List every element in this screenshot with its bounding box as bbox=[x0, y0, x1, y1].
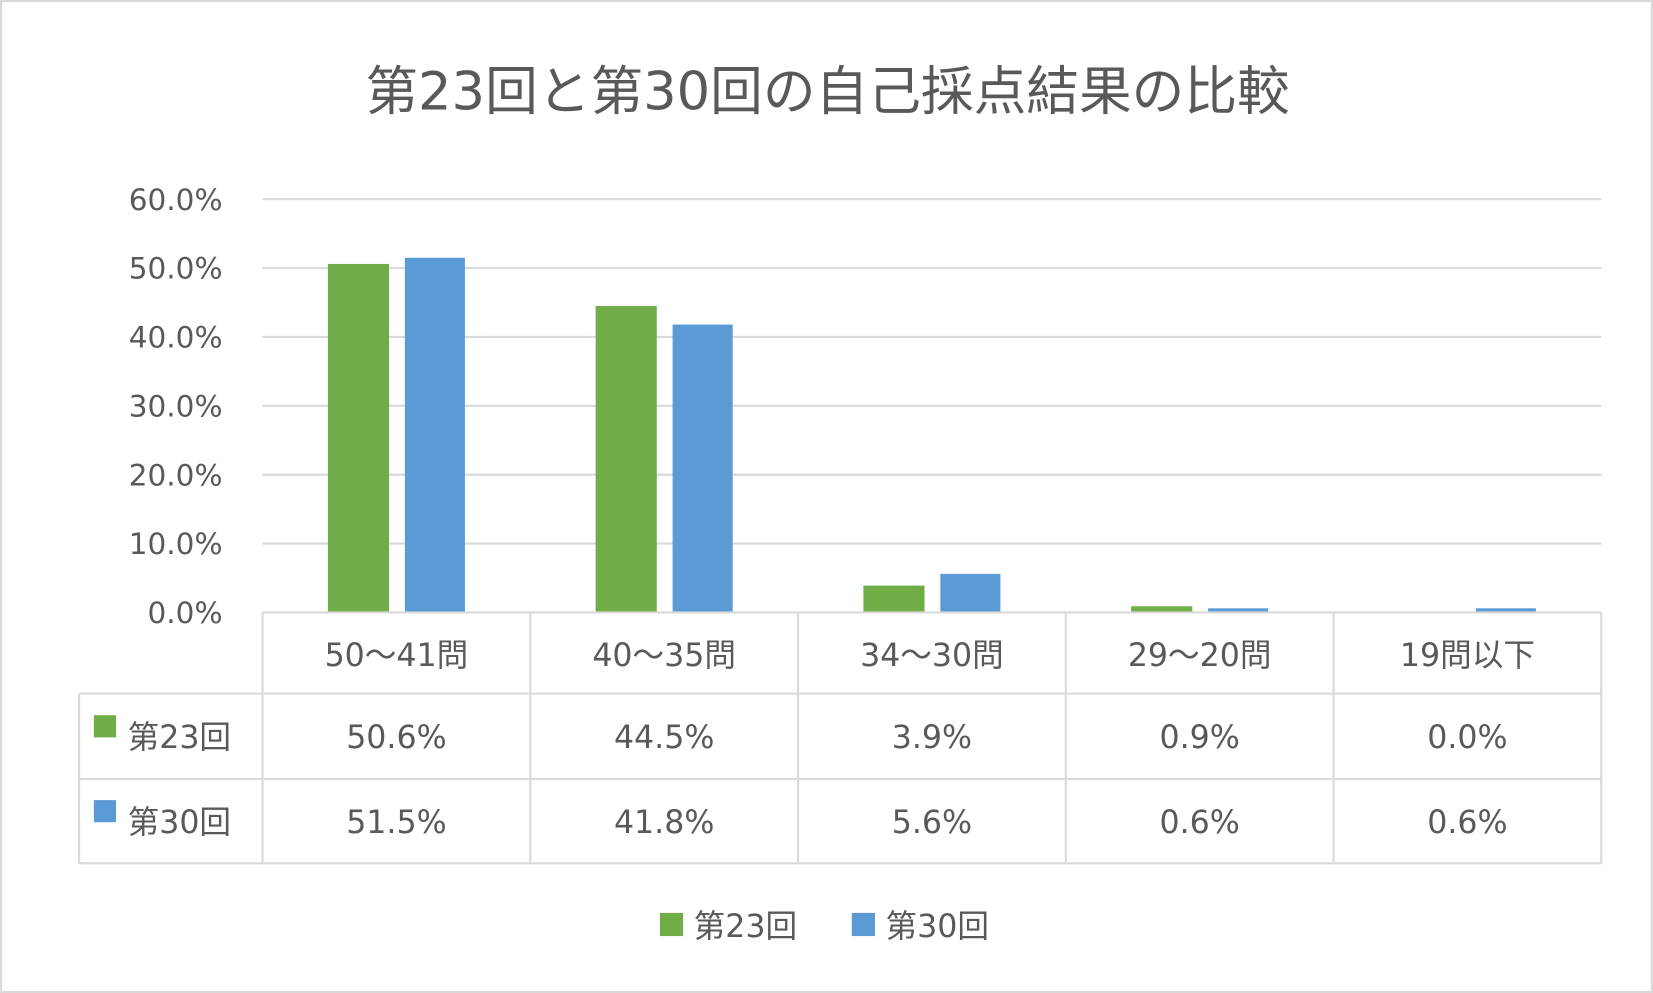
y-tick-label: 30.0% bbox=[129, 389, 223, 423]
y-tick-label: 10.0% bbox=[129, 527, 223, 561]
bar-2-4 bbox=[1208, 608, 1269, 613]
bar-2-5 bbox=[1475, 608, 1536, 613]
bar-1-1 bbox=[327, 263, 390, 613]
data-table-value: 0.9% bbox=[1160, 720, 1240, 756]
category-label: 29～20問 bbox=[1128, 638, 1272, 674]
series-row-label: 第30回 bbox=[128, 805, 231, 841]
data-table-value: 41.8% bbox=[614, 805, 714, 841]
bar-2-3 bbox=[940, 573, 1001, 613]
data-table-value: 0.0% bbox=[1427, 720, 1507, 756]
data-table-value: 0.6% bbox=[1427, 805, 1507, 841]
category-label: 19問以下 bbox=[1400, 638, 1535, 674]
legend-label: 第30回 bbox=[886, 909, 989, 945]
bar-2-2 bbox=[672, 324, 733, 613]
y-tick-label: 0.0% bbox=[148, 596, 223, 630]
legend-label: 第23回 bbox=[694, 909, 797, 945]
chart-title: 第23回と第30回の自己採点結果の比較 bbox=[365, 62, 1289, 123]
bar-2-1 bbox=[404, 257, 465, 613]
data-table-value: 3.9% bbox=[892, 720, 972, 756]
y-tick-label: 20.0% bbox=[129, 458, 223, 492]
data-table-value: 50.6% bbox=[346, 720, 446, 756]
data-table-value: 0.6% bbox=[1160, 805, 1240, 841]
category-label: 40～35問 bbox=[592, 638, 736, 674]
y-tick-label: 40.0% bbox=[129, 321, 223, 355]
legend-swatch-icon bbox=[659, 912, 684, 937]
series-key-icon bbox=[93, 715, 117, 738]
y-tick-label: 60.0% bbox=[129, 183, 223, 217]
bar-1-2 bbox=[595, 305, 657, 613]
category-label: 34～30問 bbox=[860, 638, 1004, 674]
category-label: 50～41問 bbox=[325, 638, 469, 674]
data-table-value: 51.5% bbox=[346, 805, 446, 841]
legend-swatch-icon bbox=[851, 912, 875, 937]
data-table-value: 44.5% bbox=[614, 720, 714, 756]
data-table-value: 5.6% bbox=[892, 805, 972, 841]
bar-1-4 bbox=[1131, 606, 1193, 613]
y-tick-label: 50.0% bbox=[129, 252, 223, 286]
series-row-label: 第23回 bbox=[128, 720, 231, 756]
bar-1-3 bbox=[863, 585, 925, 613]
series-key-icon bbox=[93, 800, 117, 823]
